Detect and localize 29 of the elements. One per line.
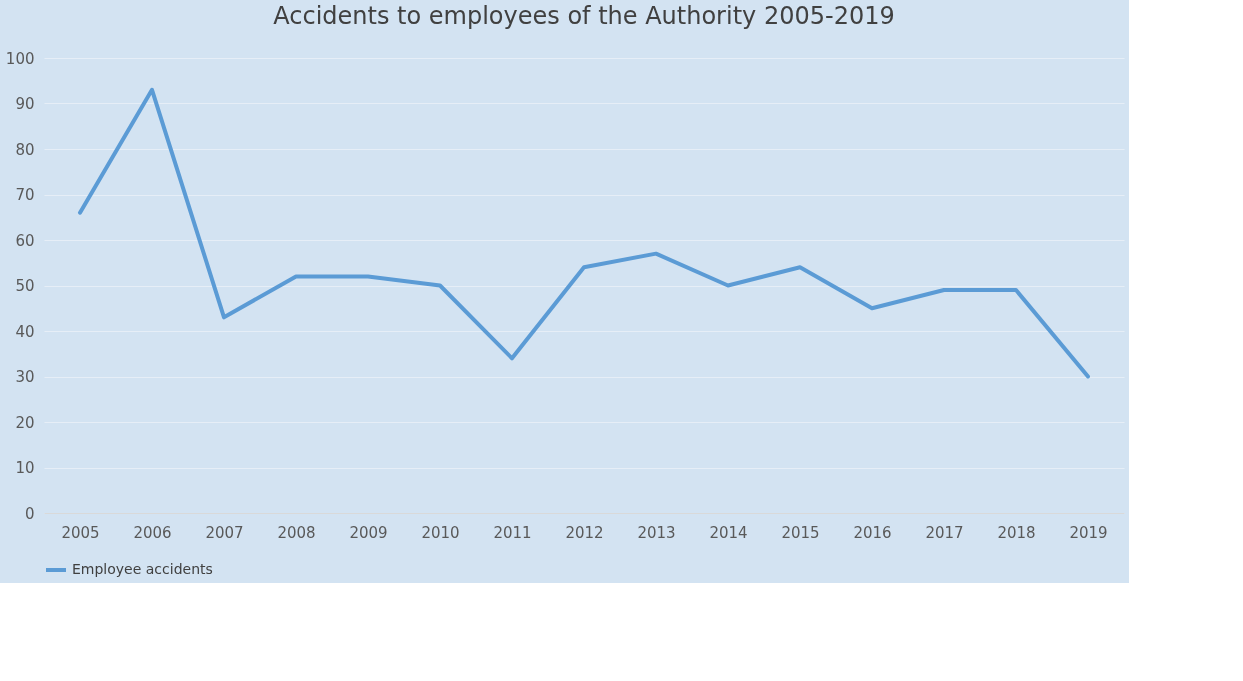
x-tick-label: 2019 xyxy=(1069,523,1108,542)
x-tick-label: 2014 xyxy=(709,523,748,542)
y-tick-label: 70 xyxy=(15,186,35,204)
x-tick-label: 2009 xyxy=(349,523,388,542)
x-tick-label: 2006 xyxy=(133,523,172,542)
x-tick-label: 2018 xyxy=(997,523,1036,542)
x-tick-label: 2005 xyxy=(61,523,100,542)
line-series xyxy=(78,87,1090,379)
y-tick-label: 50 xyxy=(15,277,35,295)
y-tick-label: 40 xyxy=(15,322,35,341)
y-tick-label: 30 xyxy=(15,368,35,386)
y-tick-label: 20 xyxy=(15,413,35,432)
x-tick-label: 2010 xyxy=(421,523,460,542)
x-tick-label: 2013 xyxy=(637,523,676,542)
x-tick-label: 2007 xyxy=(205,523,244,542)
x-tick-label: 2015 xyxy=(781,523,820,542)
x-tick-label: 2008 xyxy=(277,523,316,542)
y-tick-label: 0 xyxy=(24,504,35,523)
y-tick-label: 90 xyxy=(15,95,35,113)
x-tick-label: 2017 xyxy=(925,523,964,542)
chart-title: Accidents to employees of the Authority 2005-2019 xyxy=(273,2,895,30)
y-tick-label: 10 xyxy=(15,459,35,477)
x-tick-label: 2016 xyxy=(853,523,892,542)
y-tick-label: 80 xyxy=(15,140,35,159)
x-tick-label: 2011 xyxy=(493,523,532,542)
x-tick-label: 2012 xyxy=(565,523,604,542)
y-tick-label: 100 xyxy=(5,49,35,68)
y-tick-label: 60 xyxy=(15,231,35,250)
legend-label: Employee accidents xyxy=(72,561,213,577)
